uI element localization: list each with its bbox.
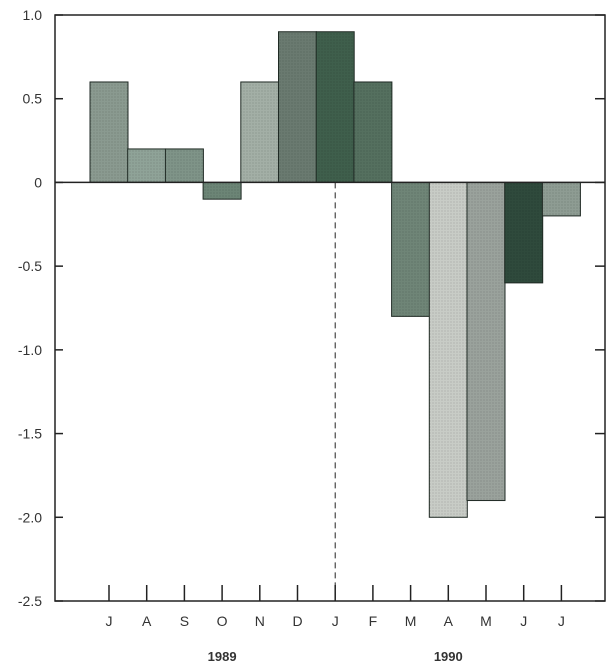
axes-layer	[54, 14, 606, 602]
y-tick-label: 0	[34, 174, 42, 190]
bar	[240, 81, 280, 183]
y-tick-label: -0.5	[18, 258, 42, 274]
x-tick-label: M	[405, 613, 417, 629]
x-tick-label: D	[292, 613, 302, 629]
bar	[541, 181, 581, 217]
bar	[278, 31, 317, 183]
labels-layer: 1.0 0.5 0 -0.5 -1.0 -1.5 -2.0 -2.5 J A S O N D J F M A M J J…	[18, 7, 565, 664]
bar	[315, 31, 355, 183]
y-tick-label: -1.5	[18, 426, 42, 442]
x-tick-label: J	[332, 613, 339, 629]
bar	[428, 181, 468, 518]
y-tick-label: 1.0	[23, 7, 43, 23]
y-tick-label: -2.0	[18, 509, 42, 525]
year-label: 1989	[208, 649, 237, 664]
y-tick-label: -2.5	[18, 593, 42, 609]
bar	[353, 81, 393, 183]
bar	[202, 181, 242, 200]
bar	[466, 181, 506, 502]
x-tick-label: S	[180, 613, 189, 629]
bar	[164, 148, 204, 183]
bar	[391, 181, 431, 317]
x-tick-label: O	[217, 613, 228, 629]
x-tick-label: A	[444, 613, 454, 629]
plot-frame	[54, 14, 606, 602]
x-tick-label: N	[255, 613, 265, 629]
year-label: 1990	[434, 649, 463, 664]
bar	[89, 81, 129, 183]
x-tick-label: J	[520, 613, 527, 629]
x-tick-label: J	[558, 613, 565, 629]
x-tick-label: F	[369, 613, 378, 629]
bar	[504, 181, 544, 284]
y-tick-label: -1.0	[18, 342, 42, 358]
x-tick-label: A	[142, 613, 152, 629]
bar	[127, 148, 167, 183]
x-tick-label: J	[106, 613, 113, 629]
y-tick-label: 0.5	[23, 91, 43, 107]
x-tick-label: M	[480, 613, 492, 629]
bars-layer	[89, 31, 581, 518]
